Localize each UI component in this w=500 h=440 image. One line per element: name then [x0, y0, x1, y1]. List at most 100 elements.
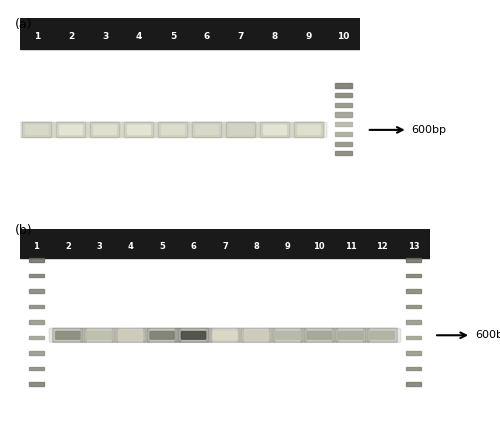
FancyBboxPatch shape [189, 122, 225, 138]
Bar [29, 367, 44, 370]
Text: 13: 13 [408, 242, 420, 251]
Bar [334, 84, 351, 88]
FancyBboxPatch shape [80, 328, 118, 342]
FancyBboxPatch shape [52, 328, 83, 342]
Text: 1: 1 [34, 33, 40, 41]
FancyBboxPatch shape [56, 122, 86, 138]
Text: (b): (b) [15, 224, 32, 238]
Bar [334, 113, 351, 117]
FancyBboxPatch shape [87, 331, 112, 339]
FancyBboxPatch shape [272, 328, 303, 342]
Bar [29, 352, 44, 355]
FancyBboxPatch shape [94, 125, 116, 135]
FancyBboxPatch shape [90, 122, 120, 138]
Bar [406, 336, 421, 339]
Bar [334, 151, 351, 155]
FancyBboxPatch shape [223, 122, 259, 138]
FancyBboxPatch shape [336, 328, 366, 342]
FancyBboxPatch shape [270, 328, 306, 342]
FancyBboxPatch shape [338, 331, 363, 339]
FancyBboxPatch shape [60, 125, 82, 135]
FancyBboxPatch shape [242, 328, 272, 342]
Text: 4: 4 [136, 33, 142, 41]
FancyBboxPatch shape [56, 331, 80, 339]
FancyBboxPatch shape [26, 125, 48, 135]
Bar [406, 305, 421, 308]
Bar [29, 320, 44, 324]
FancyBboxPatch shape [298, 125, 320, 135]
Text: 12: 12 [376, 242, 388, 251]
Bar [20, 229, 430, 258]
Text: 2: 2 [65, 242, 71, 251]
FancyBboxPatch shape [175, 328, 212, 342]
Bar [29, 336, 44, 339]
Text: 6: 6 [204, 33, 210, 41]
Bar [406, 320, 421, 324]
FancyBboxPatch shape [230, 125, 252, 135]
FancyBboxPatch shape [294, 122, 324, 138]
Bar [334, 122, 351, 126]
FancyBboxPatch shape [291, 122, 327, 138]
FancyBboxPatch shape [182, 331, 206, 339]
FancyBboxPatch shape [124, 122, 154, 138]
FancyBboxPatch shape [116, 328, 146, 342]
FancyBboxPatch shape [121, 122, 157, 138]
Bar [334, 103, 351, 107]
FancyBboxPatch shape [118, 331, 143, 339]
Text: 3: 3 [102, 33, 108, 41]
FancyBboxPatch shape [22, 122, 52, 138]
FancyBboxPatch shape [50, 328, 86, 342]
Bar [334, 93, 351, 97]
FancyBboxPatch shape [87, 122, 123, 138]
Bar [29, 290, 44, 293]
Text: 3: 3 [96, 242, 102, 251]
FancyBboxPatch shape [192, 122, 222, 138]
Text: 2: 2 [68, 33, 74, 41]
Bar [406, 274, 421, 277]
Bar [29, 274, 44, 277]
Text: 11: 11 [345, 242, 356, 251]
FancyBboxPatch shape [53, 122, 89, 138]
FancyBboxPatch shape [213, 331, 237, 339]
FancyBboxPatch shape [210, 328, 240, 342]
Text: 8: 8 [254, 242, 260, 251]
FancyBboxPatch shape [300, 328, 338, 342]
Bar [29, 305, 44, 308]
FancyBboxPatch shape [226, 122, 256, 138]
FancyBboxPatch shape [238, 328, 275, 342]
FancyBboxPatch shape [257, 122, 293, 138]
Text: 8: 8 [272, 33, 278, 41]
Text: 9: 9 [306, 33, 312, 41]
FancyBboxPatch shape [370, 331, 394, 339]
Text: 6: 6 [190, 242, 196, 251]
FancyBboxPatch shape [276, 331, 300, 339]
Bar [334, 142, 351, 146]
Bar [406, 367, 421, 370]
FancyBboxPatch shape [307, 331, 332, 339]
FancyBboxPatch shape [332, 328, 370, 342]
FancyBboxPatch shape [112, 328, 150, 342]
Text: 10: 10 [337, 33, 349, 41]
Text: 600bp: 600bp [475, 330, 500, 340]
FancyBboxPatch shape [144, 328, 180, 342]
Bar [406, 382, 421, 385]
FancyBboxPatch shape [19, 122, 55, 138]
Text: 5: 5 [170, 33, 176, 41]
FancyBboxPatch shape [244, 331, 268, 339]
FancyBboxPatch shape [264, 125, 286, 135]
Text: 10: 10 [314, 242, 325, 251]
FancyBboxPatch shape [155, 122, 191, 138]
Bar [406, 258, 421, 262]
Bar [406, 290, 421, 293]
FancyBboxPatch shape [260, 122, 290, 138]
Bar [20, 18, 360, 48]
FancyBboxPatch shape [304, 328, 334, 342]
FancyBboxPatch shape [364, 328, 401, 342]
FancyBboxPatch shape [84, 328, 114, 342]
Bar [406, 352, 421, 355]
Text: 7: 7 [222, 242, 228, 251]
FancyBboxPatch shape [147, 328, 178, 342]
FancyBboxPatch shape [206, 328, 244, 342]
Text: 5: 5 [159, 242, 165, 251]
Text: 7: 7 [238, 33, 244, 41]
